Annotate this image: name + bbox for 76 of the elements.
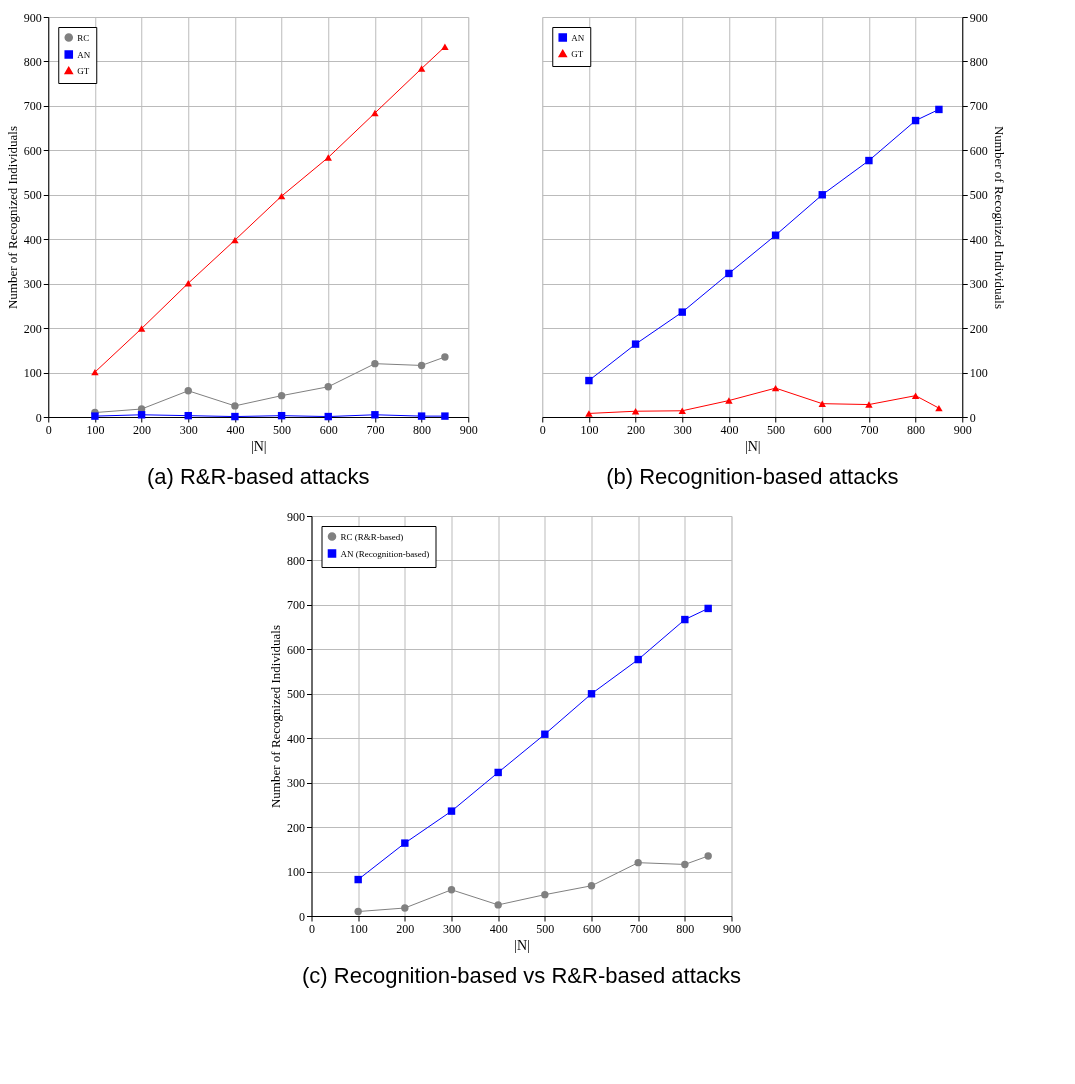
y-tick-label: 500 <box>287 687 306 702</box>
x-tick-label: 200 <box>627 422 646 437</box>
y2-axis-title: Number of Recognized Individuals <box>991 125 1007 310</box>
text: (a) R&R-based attacks <box>146 464 370 489</box>
y2-tick-label: 800 <box>969 54 988 69</box>
x-tick-label: 800 <box>907 422 926 437</box>
x-tick-label: 500 <box>273 422 292 437</box>
x-tick-label: 600 <box>813 422 832 437</box>
x-tick-label: 0 <box>309 921 316 936</box>
legend-label: AN <box>571 32 585 43</box>
y-tick-label: 200 <box>287 820 306 835</box>
y2-tick-label: 300 <box>969 277 988 292</box>
x-axis-title: |N| <box>250 438 267 454</box>
y-tick-label: 700 <box>23 99 42 114</box>
legend-label: GT <box>77 65 90 76</box>
x-tick-label: 700 <box>860 422 879 437</box>
x-tick-label: 600 <box>583 921 602 936</box>
x-tick-label: 800 <box>413 422 432 437</box>
x-tick-label: 200 <box>396 921 415 936</box>
x-tick-label: 0 <box>45 422 52 437</box>
y-tick-label: 100 <box>23 366 42 381</box>
y-tick-label: 700 <box>287 598 306 613</box>
legend-label: RC <box>77 32 90 43</box>
x-tick-label: 800 <box>676 921 695 936</box>
legend-label: AN (Recognition-based) <box>340 548 430 559</box>
x-tick-label: 900 <box>723 921 742 936</box>
y2-tick-label: 400 <box>969 232 988 247</box>
x-tick-label: 900 <box>459 422 478 437</box>
y-tick-label: 100 <box>287 865 306 880</box>
y-tick-label: 600 <box>287 642 306 657</box>
x-tick-label: 900 <box>953 422 972 437</box>
x-tick-label: 100 <box>349 921 368 936</box>
y2-tick-label: 600 <box>969 143 988 158</box>
x-tick-label: 500 <box>536 921 555 936</box>
y2-tick-label: 100 <box>969 366 988 381</box>
x-tick-label: 300 <box>443 921 462 936</box>
legend-label: AN <box>77 49 91 60</box>
x-tick-label: 200 <box>133 422 152 437</box>
x-tick-label: 100 <box>580 422 599 437</box>
x-axis-title: |N| <box>514 937 530 953</box>
y-tick-label: 0 <box>35 410 42 425</box>
y-tick-label: 400 <box>23 232 42 247</box>
x-tick-label: 0 <box>539 422 546 437</box>
y2-tick-label: 700 <box>969 99 988 114</box>
y-axis-title: Number of Recognized Individuals <box>4 125 20 310</box>
y-tick-label: 900 <box>23 10 42 25</box>
y2-tick-label: 500 <box>969 188 988 203</box>
x-tick-label: 300 <box>179 422 198 437</box>
y-tick-label: 500 <box>23 188 42 203</box>
y-tick-label: 0 <box>299 909 306 924</box>
x-tick-label: 400 <box>489 921 508 936</box>
y-tick-label: 800 <box>23 54 42 69</box>
y2-tick-label: 0 <box>969 410 976 425</box>
y2-tick-label: 200 <box>969 321 988 336</box>
x-tick-label: 400 <box>226 422 245 437</box>
x-tick-label: 700 <box>366 422 385 437</box>
legend-label: GT <box>571 48 584 59</box>
y-tick-label: 300 <box>23 277 42 292</box>
x-tick-label: 100 <box>86 422 105 437</box>
y-tick-label: 800 <box>287 553 306 568</box>
y-tick-label: 600 <box>23 143 42 158</box>
y-tick-label: 200 <box>23 321 42 336</box>
y-tick-label: 300 <box>287 776 306 791</box>
x-tick-label: 700 <box>629 921 648 936</box>
legend-label: RC (R&R-based) <box>340 531 404 542</box>
x-axis-title: |N| <box>744 438 761 454</box>
y-tick-label: 900 <box>287 509 306 524</box>
x-tick-label: 400 <box>720 422 739 437</box>
text: (c) Recognition-based vs R&R-based attacks <box>302 963 741 988</box>
text: (b) Recognition-based attacks <box>606 464 899 489</box>
y-axis-title: Number of Recognized Individuals <box>268 624 284 809</box>
x-tick-label: 600 <box>319 422 338 437</box>
y-tick-label: 400 <box>287 731 306 746</box>
x-tick-label: 500 <box>767 422 786 437</box>
y2-tick-label: 900 <box>969 10 988 25</box>
x-tick-label: 300 <box>673 422 692 437</box>
